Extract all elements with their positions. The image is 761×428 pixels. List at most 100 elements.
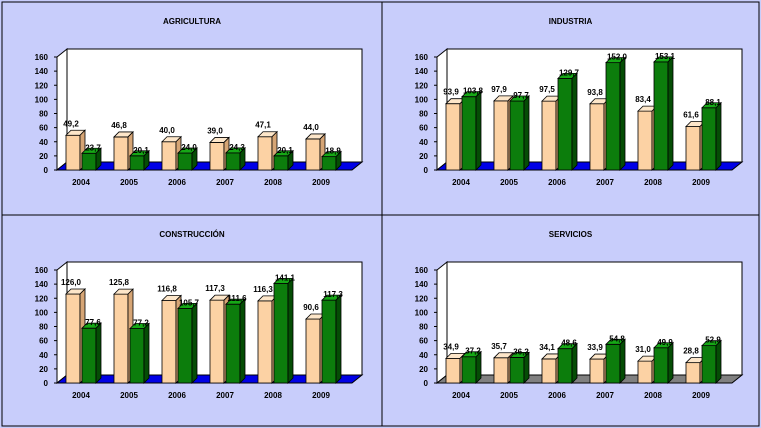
data-label: 44,0 — [303, 123, 319, 132]
data-label: 152,0 — [607, 53, 628, 62]
x-tick-label: 2004 — [452, 178, 470, 187]
plot-side-wall — [436, 47, 448, 172]
bar-2007-series-0 — [209, 294, 230, 384]
y-tick-label: 60 — [419, 337, 428, 346]
data-label: 153,1 — [655, 52, 676, 61]
data-label: 33,9 — [587, 343, 603, 352]
data-label: 40,0 — [159, 126, 175, 135]
data-label: 24,3 — [229, 143, 245, 152]
y-tick-label: 100 — [415, 308, 429, 317]
data-label: 129,7 — [559, 68, 580, 77]
data-label: 28,8 — [683, 347, 699, 356]
data-label: 116,3 — [253, 285, 273, 294]
y-tick-label: 20 — [419, 365, 428, 374]
panel-border — [381, 214, 760, 427]
data-label: 18,9 — [325, 147, 341, 156]
plot-side-wall — [56, 47, 68, 172]
y-tick-label: 80 — [419, 110, 428, 119]
chart-panel-2: 0 20 40 60 80 100 120 140 160 CONSTRUCCIÓN 126,0 77… — [1, 214, 383, 427]
y-tick-label: 0 — [44, 166, 49, 175]
x-tick-label: 2008 — [644, 391, 662, 400]
bar-2007-series-1 — [605, 338, 626, 384]
bar-2007-series-1 — [225, 146, 246, 171]
bar-2006-series-1 — [557, 342, 578, 384]
bar-2009-series-1 — [701, 339, 722, 384]
y-tick-label: 140 — [35, 67, 49, 76]
data-label: 111,6 — [227, 294, 247, 303]
x-tick-label: 2005 — [500, 178, 518, 187]
data-label: 83,4 — [635, 95, 651, 104]
bar-2004-series-1 — [81, 322, 102, 384]
data-label: 34,9 — [443, 342, 459, 351]
y-tick-label: 100 — [35, 95, 49, 104]
data-label: 48,6 — [561, 339, 577, 348]
y-tick-label: 0 — [424, 379, 429, 388]
data-label: 77,6 — [85, 318, 101, 327]
x-tick-label: 2004 — [72, 178, 90, 187]
chart-title: SERVICIOS — [549, 230, 593, 239]
x-tick-label: 2005 — [120, 391, 138, 400]
data-label: 39,0 — [207, 126, 223, 135]
bar-2005-series-1 — [129, 149, 150, 171]
data-label: 54,8 — [609, 334, 625, 343]
data-label: 77,2 — [133, 318, 149, 327]
y-tick-label: 20 — [39, 152, 48, 161]
y-tick-label: 160 — [415, 53, 429, 62]
data-label: 20,1 — [133, 146, 149, 155]
x-tick-label: 2009 — [692, 178, 710, 187]
plot-side-wall — [436, 260, 448, 385]
x-tick-label: 2007 — [596, 391, 614, 400]
y-tick-label: 20 — [419, 152, 428, 161]
y-tick-label: 20 — [39, 365, 48, 374]
bar-2009-series-1 — [321, 150, 342, 171]
x-tick-label: 2008 — [264, 178, 282, 187]
y-tick-label: 120 — [415, 294, 429, 303]
data-label: 125,8 — [109, 278, 130, 287]
bar-2006-series-1 — [177, 302, 198, 384]
y-tick-label: 40 — [419, 351, 428, 360]
y-tick-label: 140 — [35, 280, 49, 289]
chart-panel-3: 0 20 40 60 80 100 120 140 160 SERVICIOS 34,9 37,2 20… — [381, 214, 760, 427]
data-label: 88,1 — [705, 98, 721, 107]
chart-title: INDUSTRIA — [549, 17, 593, 26]
y-tick-label: 40 — [39, 138, 48, 147]
data-label: 31,0 — [635, 345, 651, 354]
data-label: 49,2 — [63, 119, 79, 128]
y-tick-label: 120 — [415, 81, 429, 90]
x-tick-label: 2008 — [644, 178, 662, 187]
data-label: 37,2 — [465, 347, 481, 356]
bar-2005-series-1 — [129, 322, 150, 384]
y-tick-label: 120 — [35, 81, 49, 90]
data-label: 105,7 — [179, 298, 200, 307]
x-tick-label: 2007 — [216, 178, 234, 187]
chart-panel-0: 0 20 40 60 80 100 120 140 160 AGRICULTURA 49,2 23,7… — [1, 1, 383, 216]
data-label: 117,3 — [205, 284, 225, 293]
x-tick-label: 2006 — [548, 391, 566, 400]
x-tick-label: 2006 — [548, 178, 566, 187]
data-label: 97,5 — [539, 85, 555, 94]
data-label: 23,7 — [85, 143, 101, 152]
data-label: 49,9 — [657, 338, 673, 347]
data-label: 24,0 — [181, 143, 197, 152]
y-tick-label: 60 — [39, 124, 48, 133]
data-label: 103,8 — [463, 87, 484, 96]
y-tick-label: 60 — [39, 337, 48, 346]
data-label: 93,8 — [587, 88, 603, 97]
bar-2004-series-1 — [461, 90, 482, 171]
x-tick-label: 2005 — [120, 178, 138, 187]
bar-2005-series-0 — [113, 130, 134, 171]
y-tick-label: 80 — [39, 110, 48, 119]
bar-2006-series-0 — [161, 135, 182, 171]
bar-2007-series-1 — [225, 298, 246, 384]
x-tick-label: 2006 — [168, 391, 186, 400]
y-tick-label: 40 — [39, 351, 48, 360]
bar-2009-series-1 — [701, 101, 722, 171]
y-tick-label: 140 — [415, 280, 429, 289]
bar-2007-series-1 — [605, 56, 626, 171]
data-label: 97,7 — [513, 91, 529, 100]
x-tick-label: 2008 — [264, 391, 282, 400]
bar-2009-series-0 — [305, 132, 326, 171]
bar-2006-series-1 — [557, 72, 578, 171]
x-tick-label: 2009 — [692, 391, 710, 400]
